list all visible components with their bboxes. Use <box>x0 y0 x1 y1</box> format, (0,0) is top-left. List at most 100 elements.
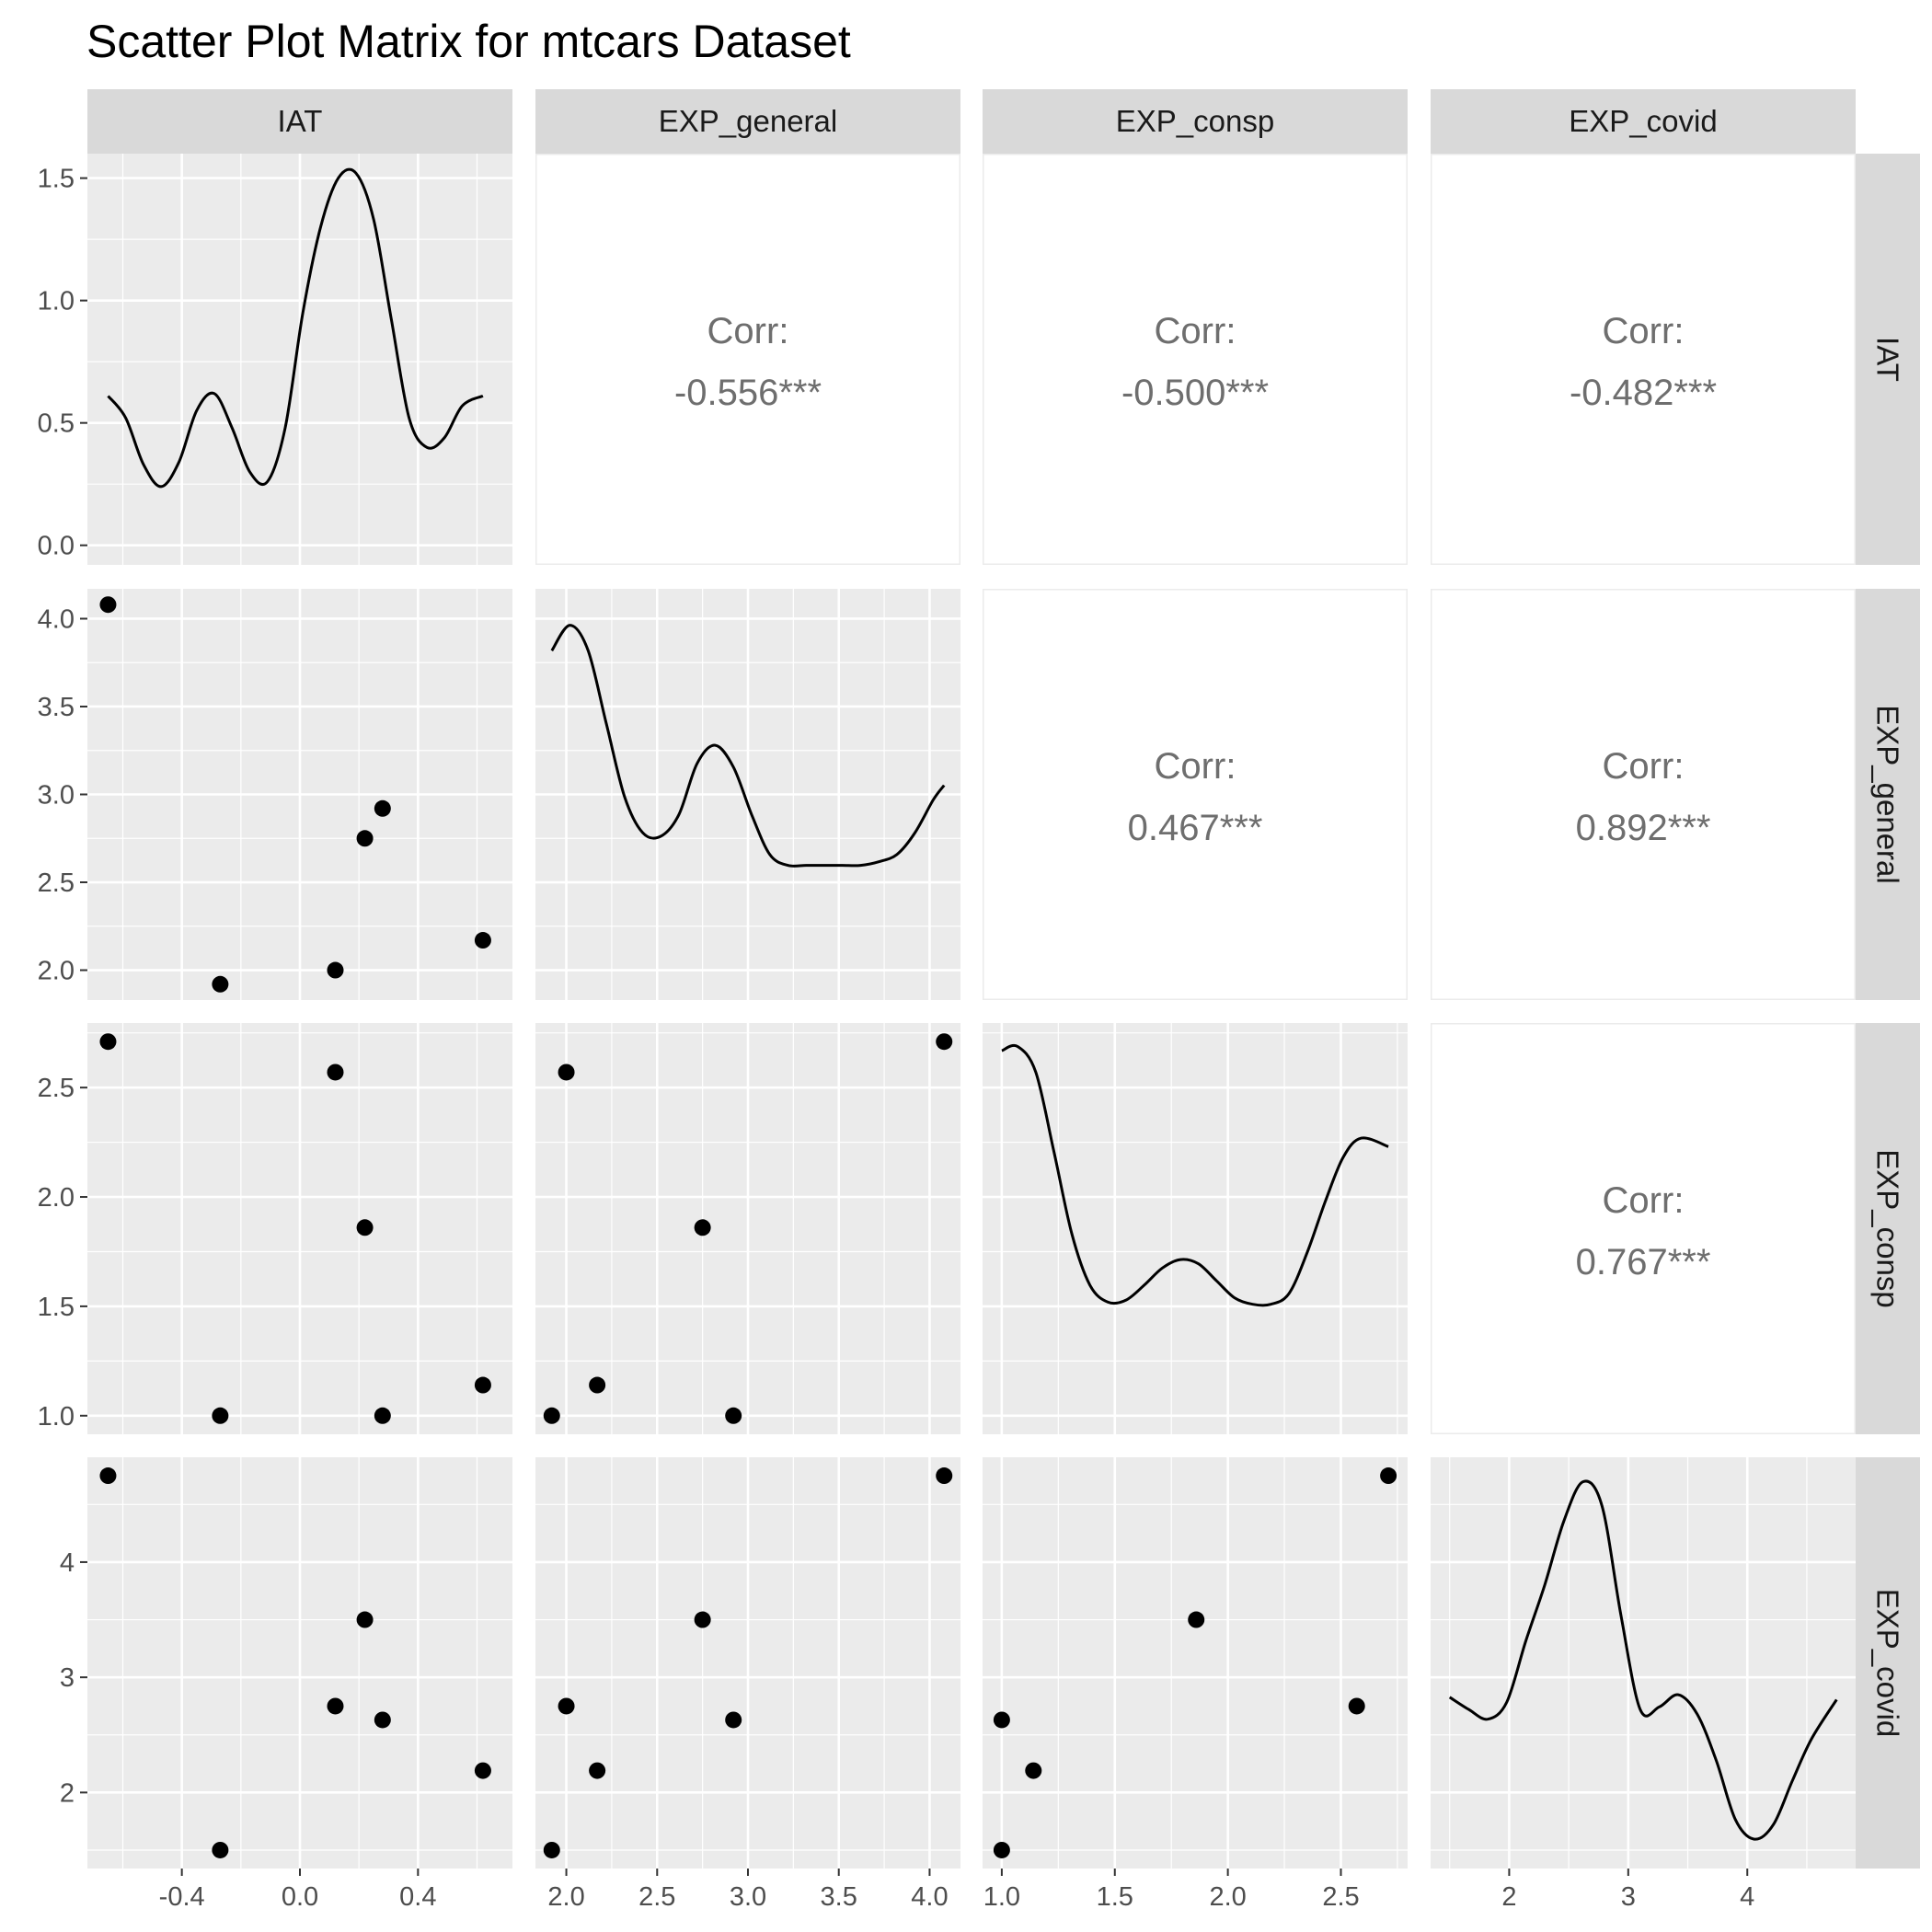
scatter-point <box>356 1219 374 1236</box>
scatter-point <box>993 1711 1010 1729</box>
scatter-point <box>694 1219 711 1236</box>
scatter-point <box>543 1407 560 1424</box>
y-tick-label: 2.5 <box>38 1074 75 1103</box>
corr-label: Corr: <box>1155 311 1236 351</box>
x-tick-label: 2.0 <box>1209 1882 1246 1912</box>
panel-grid: IAT EXP_general EXP_consp EXP_covid IAT EXP_g… <box>38 89 1920 1912</box>
y-tick-label: 1.0 <box>38 1402 75 1432</box>
corr-label: Corr: <box>1155 746 1236 787</box>
x-tick-label: 3.0 <box>730 1882 766 1912</box>
gridlines <box>87 154 512 565</box>
scatter-point <box>374 1711 391 1729</box>
x-tick-label: -0.4 <box>159 1882 205 1912</box>
scatter-point <box>212 1841 229 1858</box>
x-tick-label: 4 <box>1740 1882 1754 1912</box>
scatter-point <box>327 961 344 979</box>
scatter-point <box>374 799 391 817</box>
scatter-point <box>936 1033 953 1051</box>
scatter-point <box>558 1697 575 1715</box>
strip-right-iat <box>1856 154 1920 565</box>
y-tick-label: 4 <box>60 1548 75 1578</box>
x-tick-label: 4.0 <box>911 1882 948 1912</box>
corr-value: -0.556*** <box>674 373 822 413</box>
x-tick-label: 2.5 <box>1322 1882 1359 1912</box>
scatter-point <box>1348 1697 1365 1715</box>
gridlines <box>983 1457 1408 1869</box>
panel-iat-exp-consp <box>983 154 1408 565</box>
scatter-point <box>993 1841 1010 1858</box>
panel-exp-consp-exp-consp <box>983 1023 1408 1434</box>
x-tick-label: 2 <box>1501 1882 1516 1912</box>
scatter-point <box>99 1467 117 1485</box>
y-tick-label: 3 <box>60 1663 75 1693</box>
scatter-point <box>99 1033 117 1051</box>
strip-top-exp-general <box>535 89 960 154</box>
corr-label: Corr: <box>1603 746 1685 787</box>
scatter-point <box>725 1407 742 1424</box>
strip-right-exp-general <box>1856 589 1920 1000</box>
scatter-point <box>212 975 229 993</box>
scatter-point <box>374 1407 391 1424</box>
scatter-point <box>558 1064 575 1081</box>
strip-top-exp-covid <box>1431 89 1856 154</box>
scatter-point <box>589 1376 606 1394</box>
strip-label-right-iat: IAT <box>1871 337 1905 382</box>
strip-label-right-exp-consp: EXP_consp <box>1871 1149 1905 1307</box>
density-curve-iat <box>107 167 484 489</box>
y-tick-label: 1.5 <box>38 165 75 194</box>
corr-label: Corr: <box>1603 1180 1685 1221</box>
panel-exp-covid-exp-consp <box>983 1457 1408 1869</box>
scatter-point <box>1380 1467 1397 1485</box>
x-tick-label: 3.5 <box>821 1882 857 1912</box>
gridlines <box>983 1023 1408 1434</box>
panel-exp-general-exp-consp <box>983 589 1408 1000</box>
scatter-point <box>694 1611 711 1628</box>
y-tick-label: 3.0 <box>38 781 75 811</box>
y-tick-label: 3.5 <box>38 693 75 722</box>
corr-value: -0.482*** <box>1570 373 1717 413</box>
gridlines <box>1431 1457 1856 1869</box>
y-tick-label: 1.5 <box>38 1293 75 1322</box>
scatter-point <box>1025 1762 1042 1779</box>
panel-iat-exp-general <box>535 154 960 565</box>
corr-value: -0.500*** <box>1121 373 1269 413</box>
scatter-point <box>589 1762 606 1779</box>
gridlines <box>87 589 512 1000</box>
y-tick-label: 0.5 <box>38 409 75 439</box>
corr-label: Corr: <box>707 311 789 351</box>
x-tick-label: 2.5 <box>638 1882 675 1912</box>
scatter-point <box>99 596 117 614</box>
strip-label-right-exp-general: EXP_general <box>1871 705 1905 883</box>
scatter-point <box>356 830 374 847</box>
y-tick-label: 2 <box>60 1778 75 1808</box>
gridlines <box>535 1023 960 1434</box>
strip-right-exp-covid <box>1856 1457 1920 1869</box>
scatter-point <box>327 1697 344 1715</box>
scatter-point <box>474 932 491 949</box>
chart-title: Scatter Plot Matrix for mtcars Dataset <box>86 16 851 67</box>
x-tick-label: 2.0 <box>547 1882 584 1912</box>
scatter-point <box>1188 1611 1205 1628</box>
x-tick-label: 0.4 <box>399 1882 436 1912</box>
corr-value: 0.767*** <box>1576 1242 1711 1282</box>
strip-label-top-iat: IAT <box>278 104 323 138</box>
y-tick-label: 1.0 <box>38 287 75 316</box>
y-tick-label: 2.0 <box>38 957 75 986</box>
strip-label-top-exp-consp: EXP_consp <box>1116 104 1274 138</box>
strip-label-right-exp-covid: EXP_covid <box>1871 1589 1905 1737</box>
strip-top-exp-consp <box>983 89 1408 154</box>
y-tick-label: 2.5 <box>38 868 75 898</box>
panel-exp-covid-exp-covid <box>1431 1457 1856 1869</box>
scatter-point <box>725 1711 742 1729</box>
gridlines <box>87 1023 512 1434</box>
scatter-point <box>474 1762 491 1779</box>
panel-exp-consp-exp-covid <box>1431 1023 1856 1434</box>
density-curve-exp-covid <box>1448 1479 1838 1841</box>
scatter-point <box>936 1467 953 1485</box>
gridlines <box>535 1457 960 1869</box>
corr-value: 0.467*** <box>1128 808 1263 848</box>
scatter-point <box>474 1376 491 1394</box>
density-curve-exp-consp <box>1001 1043 1389 1307</box>
strip-label-top-exp-covid: EXP_covid <box>1569 104 1717 138</box>
